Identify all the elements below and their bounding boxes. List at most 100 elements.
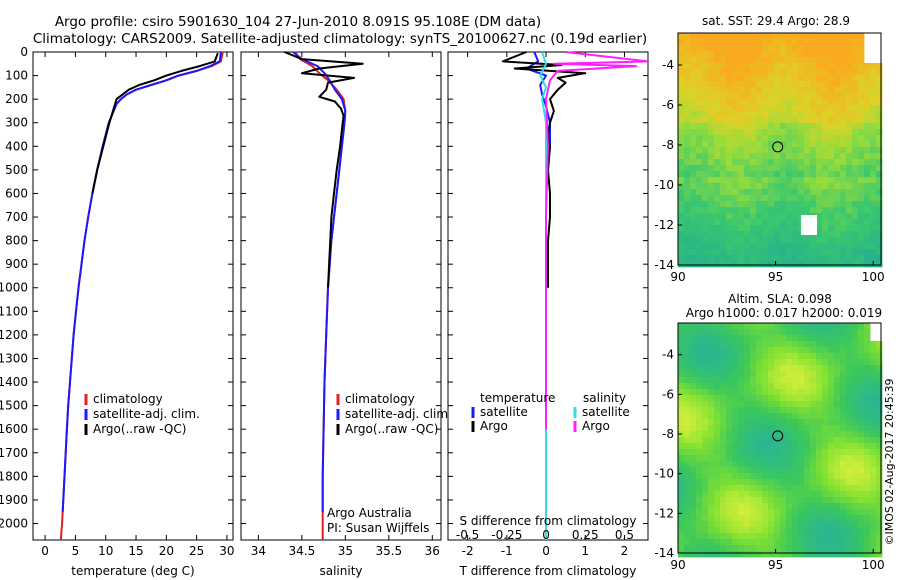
map-cell <box>792 243 799 250</box>
map-cell <box>804 359 811 366</box>
map-cell <box>834 359 841 366</box>
map-cell <box>756 419 763 426</box>
map-cell <box>744 509 751 516</box>
map-cell <box>864 443 871 450</box>
map-cell <box>714 201 721 208</box>
map-cell <box>678 359 685 366</box>
map-cell <box>732 51 739 58</box>
map-cell <box>840 341 847 348</box>
map-cell <box>768 467 775 474</box>
map-cell <box>786 243 793 250</box>
map-cell <box>834 461 841 468</box>
map-cell <box>720 171 727 178</box>
map-cell <box>762 261 769 268</box>
map-cell <box>840 449 847 456</box>
map-cell <box>846 231 853 238</box>
map-cell <box>720 153 727 160</box>
map-cell <box>816 365 823 372</box>
map-cell <box>738 539 745 546</box>
map-cell <box>810 329 817 336</box>
map-cell <box>810 237 817 244</box>
map-cell <box>690 201 697 208</box>
map-cell <box>864 237 871 244</box>
map-cell <box>732 219 739 226</box>
map-cell <box>696 207 703 214</box>
map-cell <box>864 171 871 178</box>
map-cell <box>702 359 709 366</box>
map-cell <box>828 147 835 154</box>
map-cell <box>732 243 739 250</box>
map-cell <box>738 123 745 130</box>
map-cell <box>822 377 829 384</box>
map-cell <box>744 45 751 52</box>
map-cell <box>720 81 727 88</box>
map-cell <box>840 243 847 250</box>
map-cell <box>840 407 847 414</box>
map-cell <box>876 237 883 244</box>
map-cell <box>678 413 685 420</box>
map-cell <box>690 111 697 118</box>
map-cell <box>780 213 787 220</box>
map-cell <box>816 219 823 226</box>
map-cell <box>708 455 715 462</box>
map-cell <box>834 237 841 244</box>
map-cell <box>696 503 703 510</box>
map-cell <box>822 111 829 118</box>
map-cell <box>720 189 727 196</box>
map-cell <box>732 177 739 184</box>
map-cell <box>714 485 721 492</box>
map-cell <box>780 395 787 402</box>
map-cell <box>858 365 865 372</box>
map-cell <box>744 503 751 510</box>
map-cell <box>678 135 685 142</box>
map-cell <box>846 57 853 64</box>
map-cell <box>780 111 787 118</box>
map-cell <box>732 99 739 106</box>
map-cell <box>852 473 859 480</box>
map-cell <box>762 401 769 408</box>
map-cell <box>774 467 781 474</box>
map-cell <box>768 497 775 504</box>
map-cell <box>690 165 697 172</box>
map-cell <box>708 545 715 552</box>
map-cell <box>852 365 859 372</box>
map-cell <box>774 177 781 184</box>
map-cell <box>720 329 727 336</box>
map-cell <box>840 545 847 552</box>
map-cell <box>864 551 871 558</box>
map-cell <box>804 39 811 46</box>
map-cell <box>846 135 853 142</box>
map-cell <box>870 341 877 348</box>
map-cell <box>750 33 757 40</box>
map-cell <box>876 407 883 414</box>
map-cell <box>858 57 865 64</box>
map-cell <box>822 419 829 426</box>
map-cell <box>768 371 775 378</box>
map-cell <box>852 237 859 244</box>
map-cell <box>720 473 727 480</box>
map-cell <box>750 479 757 486</box>
map-cell <box>858 329 865 336</box>
map-cell <box>732 485 739 492</box>
map-cell <box>798 509 805 516</box>
map-cell <box>690 509 697 516</box>
map-cell <box>816 503 823 510</box>
map-cell <box>690 171 697 178</box>
map-cell <box>714 165 721 172</box>
map-cell <box>738 63 745 70</box>
map-cell <box>738 219 745 226</box>
map-cell <box>756 353 763 360</box>
map-cell <box>876 527 883 534</box>
map-cell <box>822 341 829 348</box>
map-cell <box>678 383 685 390</box>
map-cell <box>726 419 733 426</box>
map-cell <box>708 81 715 88</box>
map-cell <box>696 545 703 552</box>
map-cell <box>840 45 847 52</box>
map-cell <box>816 479 823 486</box>
map-cell <box>870 105 877 112</box>
map-cell <box>864 231 871 238</box>
map-cell <box>828 443 835 450</box>
map-cell <box>756 219 763 226</box>
map-cell <box>678 521 685 528</box>
